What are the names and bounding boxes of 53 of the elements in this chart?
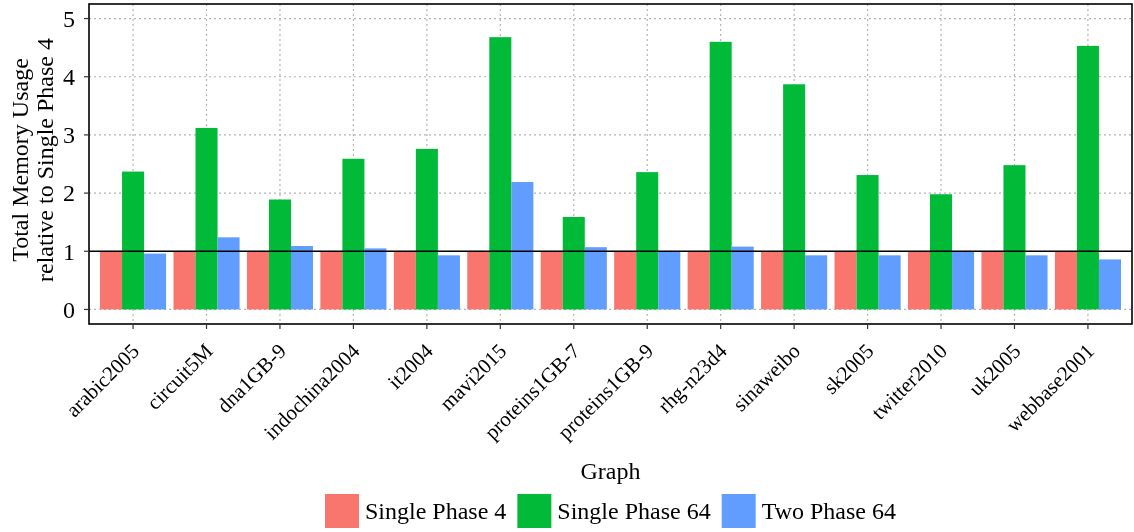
bar: [1003, 165, 1026, 310]
bar: [658, 251, 681, 310]
bar: [540, 251, 563, 310]
bar: [217, 237, 240, 310]
bar: [878, 255, 901, 310]
bar: [562, 216, 585, 310]
bar: [364, 248, 387, 310]
y-tick-label: 2: [63, 180, 75, 207]
bar: [930, 194, 953, 310]
bar: [268, 199, 291, 310]
bar: [173, 251, 196, 310]
bar: [195, 127, 218, 310]
bar: [489, 37, 512, 310]
bar: [981, 251, 1004, 310]
y-tick-label: 3: [63, 122, 75, 149]
y-tick-label: 1: [63, 238, 75, 265]
bar: [584, 247, 607, 310]
legend-label: Single Phase 64: [557, 498, 711, 525]
bar: [320, 251, 343, 310]
bar: [467, 251, 490, 310]
bar: [856, 175, 879, 310]
y-axis-title: Total Memory Usage relative to Single Phase 4: [7, 38, 58, 282]
bar: [687, 251, 710, 310]
bar: [122, 171, 145, 310]
bar: [415, 148, 438, 310]
bar: [952, 251, 975, 310]
bar: [1098, 259, 1121, 310]
x-axis-title: Graph: [580, 458, 641, 484]
bar: [636, 172, 659, 310]
bar: [834, 251, 857, 310]
bar: [761, 251, 784, 310]
bar: [805, 255, 828, 310]
bar: [100, 251, 123, 310]
bar: [393, 251, 416, 310]
bar: [1076, 45, 1099, 310]
y-tick-label: 4: [63, 64, 75, 91]
bar: [290, 246, 314, 310]
bar: [709, 41, 732, 310]
bar: [614, 251, 637, 310]
bar: [511, 182, 534, 310]
bar: [1025, 255, 1048, 310]
bar: [437, 255, 460, 310]
bar: [246, 251, 269, 310]
y-tick-label: 5: [63, 5, 75, 32]
legend-label: Single Phase 4: [365, 498, 507, 525]
bar: [144, 253, 167, 310]
bar: [1054, 251, 1077, 310]
legend-label: Two Phase 64: [761, 498, 896, 525]
bar: [783, 84, 806, 310]
y-tick-label: 0: [63, 296, 75, 323]
bar: [342, 158, 365, 310]
bar: [907, 251, 931, 310]
bar: [731, 246, 754, 310]
